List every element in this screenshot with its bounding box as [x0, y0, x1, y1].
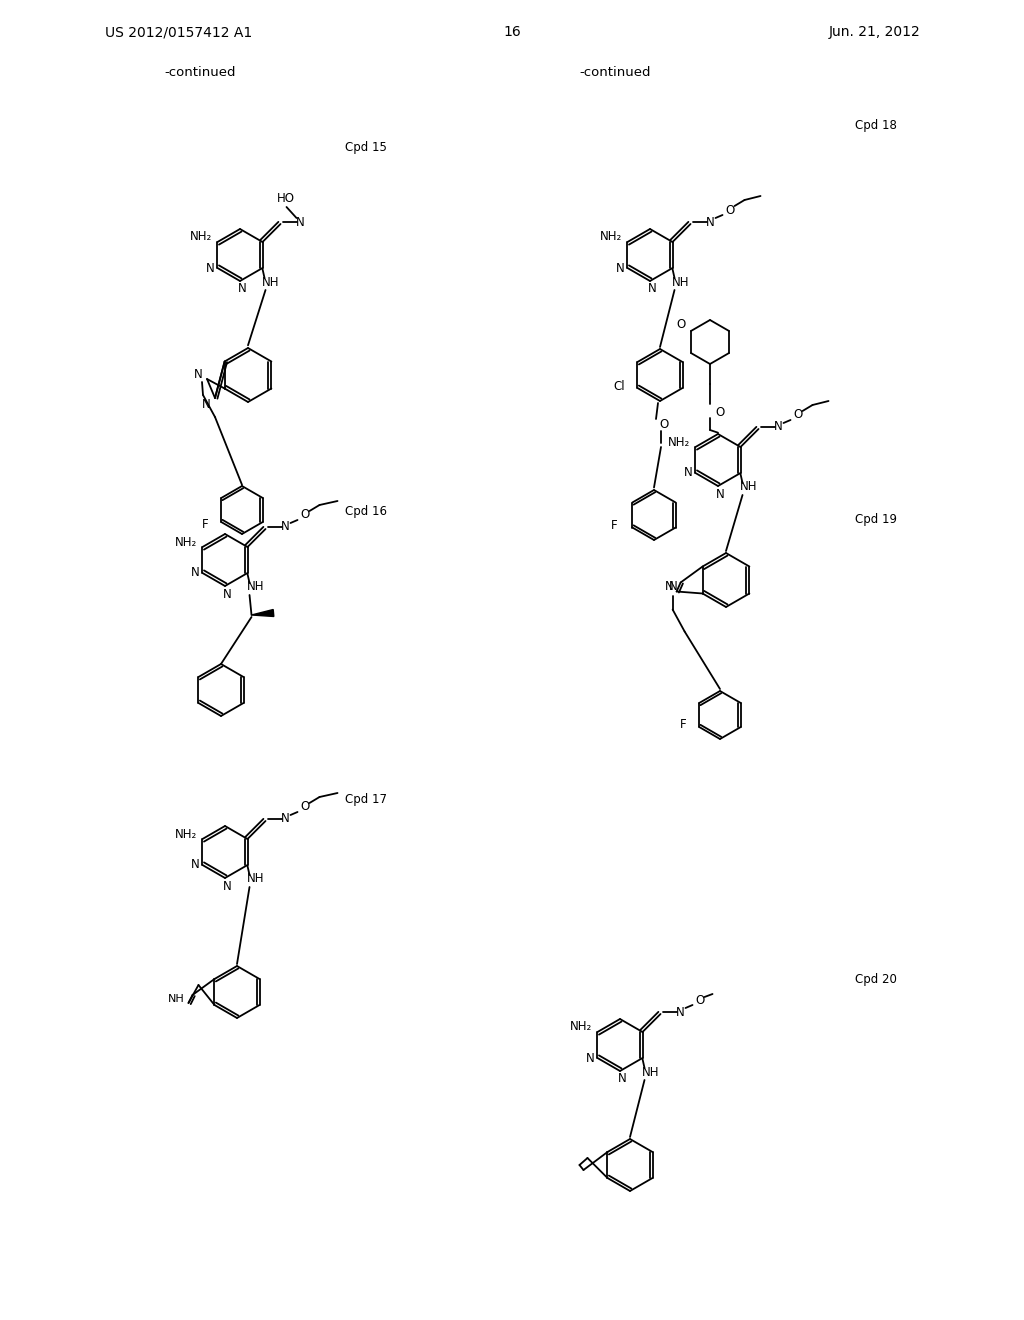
Text: N: N: [202, 399, 210, 412]
Text: N: N: [617, 1072, 627, 1085]
Text: Cpd 20: Cpd 20: [855, 974, 897, 986]
Text: N: N: [616, 261, 625, 275]
Text: F: F: [202, 517, 209, 531]
Text: NH: NH: [262, 276, 280, 289]
Text: NH: NH: [247, 581, 264, 594]
Text: F: F: [611, 519, 617, 532]
Text: NH₂: NH₂: [175, 536, 198, 549]
Text: NH: NH: [739, 480, 758, 494]
Text: F: F: [680, 718, 686, 731]
Text: NH₂: NH₂: [570, 1020, 593, 1034]
Text: O: O: [695, 994, 705, 1006]
Text: NH: NH: [672, 276, 689, 289]
Text: O: O: [725, 203, 734, 216]
Text: Jun. 21, 2012: Jun. 21, 2012: [828, 25, 920, 40]
Text: -continued: -continued: [164, 66, 236, 78]
Text: NH₂: NH₂: [190, 231, 213, 243]
Text: HO: HO: [276, 191, 295, 205]
Text: N: N: [716, 487, 724, 500]
Text: O: O: [676, 318, 686, 331]
Text: NH₂: NH₂: [669, 436, 690, 449]
Text: N: N: [676, 1006, 685, 1019]
Text: N: N: [586, 1052, 595, 1064]
Text: Cpd 18: Cpd 18: [855, 119, 897, 132]
Text: N: N: [222, 587, 231, 601]
Text: US 2012/0157412 A1: US 2012/0157412 A1: [105, 25, 252, 40]
Text: N: N: [670, 579, 678, 593]
Text: O: O: [659, 418, 669, 432]
Text: NH₂: NH₂: [175, 828, 198, 841]
Text: NH: NH: [642, 1065, 659, 1078]
Text: N: N: [191, 858, 200, 871]
Text: Cpd 17: Cpd 17: [345, 793, 387, 807]
Text: N: N: [666, 579, 674, 593]
Text: -continued: -continued: [580, 66, 650, 78]
Text: N: N: [206, 261, 215, 275]
Text: NH: NH: [168, 994, 185, 1005]
Text: N: N: [238, 282, 247, 296]
Text: N: N: [191, 566, 200, 579]
Text: Cl: Cl: [613, 380, 626, 392]
Text: N: N: [282, 813, 290, 825]
Text: O: O: [300, 800, 309, 813]
Text: NH: NH: [247, 873, 264, 886]
Text: O: O: [300, 508, 309, 521]
Text: Cpd 15: Cpd 15: [345, 141, 387, 154]
Text: Cpd 16: Cpd 16: [345, 506, 387, 519]
Polygon shape: [252, 610, 273, 616]
Text: N: N: [194, 367, 203, 380]
Text: N: N: [684, 466, 693, 479]
Text: Cpd 19: Cpd 19: [855, 513, 897, 527]
Text: O: O: [716, 405, 725, 418]
Text: O: O: [793, 408, 802, 421]
Text: N: N: [296, 215, 305, 228]
Text: N: N: [774, 421, 783, 433]
Text: 16: 16: [503, 25, 521, 40]
Text: N: N: [647, 282, 656, 296]
Text: N: N: [707, 215, 715, 228]
Text: NH₂: NH₂: [600, 231, 623, 243]
Text: N: N: [222, 879, 231, 892]
Text: N: N: [282, 520, 290, 533]
